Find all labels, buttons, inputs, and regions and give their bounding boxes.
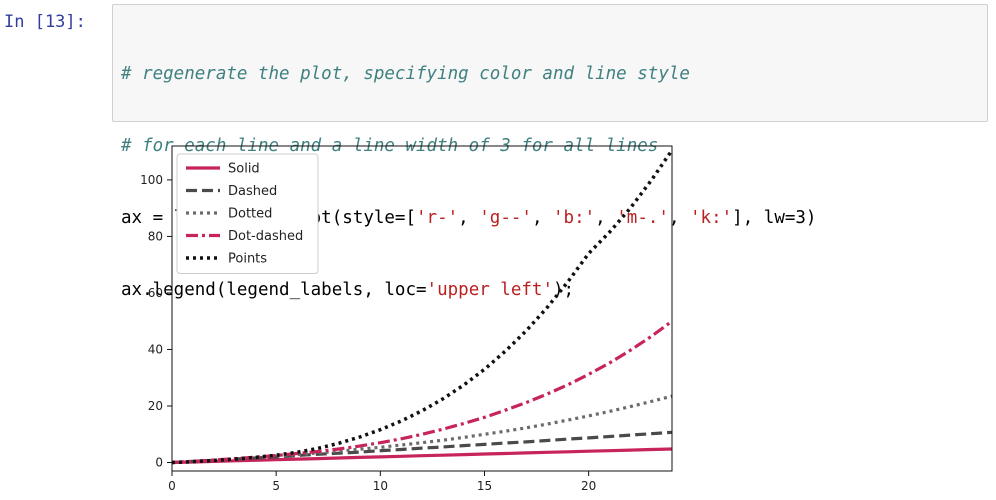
legend-label: Dashed [228, 184, 277, 199]
y-tick-label: 60 [148, 286, 163, 300]
code-text: ], lw=3) [732, 208, 817, 228]
x-tick-label: 0 [168, 479, 176, 493]
code-string: 'g--' [479, 208, 532, 228]
y-tick-label: 80 [148, 229, 163, 243]
code-string: 'm-.' [616, 208, 669, 228]
cell-prompt: In [13]: [4, 12, 86, 32]
y-tick-label: 40 [148, 342, 163, 356]
x-tick-label: 20 [581, 479, 596, 493]
code-text: ); [552, 280, 575, 300]
code-text: , [458, 208, 480, 228]
legend-label: Dotted [228, 207, 272, 222]
series-group [172, 149, 672, 465]
series-line-dot-dashed [172, 319, 672, 465]
code-line: # regenerate the plot, specifying color … [121, 62, 979, 86]
x-tick-label: 5 [272, 479, 280, 493]
y-tick-label: 20 [148, 399, 163, 413]
x-tick-label: 15 [477, 479, 492, 493]
code-line: ax.legend(legend_labels, loc='upper left… [121, 278, 979, 302]
legend-box [176, 153, 319, 274]
y-tick-label: 0 [155, 456, 163, 470]
series-line-dashed [172, 430, 672, 465]
code-comment: # regenerate the plot, specifying color … [121, 64, 690, 84]
code-string: 'r-' [416, 208, 459, 228]
cell-output: 0 20 40 60 80 100 0 5 10 15 20 Solid Dashed Dotted Dot… [112, 130, 712, 500]
code-text: , [668, 208, 691, 228]
plot-frame [171, 145, 673, 472]
x-tick-label: 10 [373, 479, 388, 493]
legend-label: Points [228, 252, 267, 267]
code-cell-input[interactable]: # regenerate the plot, specifying color … [112, 4, 988, 300]
code-text: , [531, 208, 554, 228]
line-chart: 0 20 40 60 80 100 0 5 10 15 20 Solid Dashed Dotted Dot… [140, 145, 673, 493]
code-string: 'k:' [690, 208, 733, 228]
code-string: 'b:' [553, 208, 596, 228]
code-text: , [595, 208, 617, 228]
series-line-solid [172, 447, 672, 465]
code-string: 'upper left' [426, 280, 553, 300]
chart-legend: Solid Dashed Dotted Dot-dashed Points [176, 153, 319, 274]
code-text: ax.legend(legend_labels, loc= [121, 280, 427, 300]
y-tick-label: 100 [140, 173, 163, 187]
legend-label: Solid [228, 162, 260, 177]
legend-label: Dot-dashed [228, 229, 303, 244]
